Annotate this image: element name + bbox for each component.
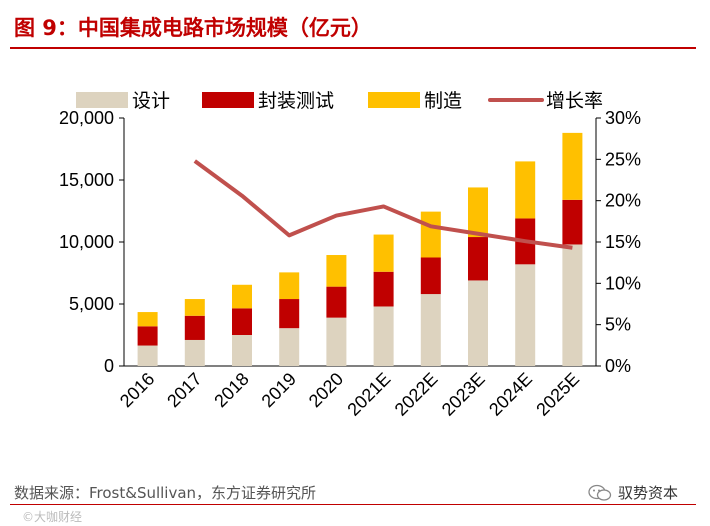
bar-design xyxy=(515,264,536,366)
right-tick-label: 15% xyxy=(605,232,641,252)
legend-swatch-2 xyxy=(368,92,420,108)
right-tick-label: 5% xyxy=(605,315,631,335)
bar-design xyxy=(279,328,300,366)
x-tick-label: 2016 xyxy=(116,369,158,411)
bar-manufacturing xyxy=(468,187,488,238)
x-tick-label: 2025E xyxy=(532,369,583,420)
corner-watermark: ©大咖财经 xyxy=(22,510,83,524)
x-tick-label: 2023E xyxy=(438,369,489,420)
bar-design xyxy=(468,280,488,366)
bar-manufacturing xyxy=(184,299,205,316)
bar-manufacturing xyxy=(232,284,252,309)
x-tick-label: 2018 xyxy=(210,369,252,411)
bar-packaging xyxy=(373,271,394,307)
bar-packaging xyxy=(468,237,488,281)
watermark: 驭势资本 xyxy=(618,484,679,502)
bar-design xyxy=(137,345,158,366)
legend-label-2: 制造 xyxy=(424,90,462,112)
bar-packaging xyxy=(326,286,347,318)
title-divider xyxy=(10,47,696,49)
bar-packaging xyxy=(232,308,252,335)
bar-design xyxy=(326,317,347,366)
legend-swatch-0 xyxy=(76,92,128,108)
bar-manufacturing xyxy=(326,255,347,287)
left-tick-label: 10,000 xyxy=(59,232,114,252)
right-axis: 0% 5% 10% 15% 20% 25% 30% xyxy=(595,108,641,376)
right-tick-label: 0% xyxy=(605,356,631,376)
right-tick-label: 20% xyxy=(605,191,641,211)
x-tick-label: 2024E xyxy=(485,369,536,420)
bar-design xyxy=(184,339,205,366)
legend-label-1: 封装测试 xyxy=(258,90,334,112)
bar-manufacturing xyxy=(373,234,394,272)
x-axis-labels: 2016 2017 2018 2019 20202021E2022E2023E2024E… xyxy=(116,369,583,420)
growth-line xyxy=(193,159,573,250)
x-tick-label: 2022E xyxy=(391,369,442,420)
source-note: 数据来源：Frost&Sullivan，东方证券研究所 xyxy=(14,484,317,502)
legend: 设计 封装测试 制造 增长率 xyxy=(76,90,603,112)
right-tick-label: 25% xyxy=(605,149,641,169)
bar-manufacturing xyxy=(515,161,536,219)
footer-divider xyxy=(10,504,696,505)
x-tick-label: 2020 xyxy=(305,369,347,411)
wechat-icon xyxy=(588,484,612,501)
x-tick-label: 2017 xyxy=(163,369,205,411)
bar-design xyxy=(562,244,583,366)
bar-manufacturing xyxy=(562,132,583,200)
bar-packaging xyxy=(184,315,205,340)
x-tick-label: 2019 xyxy=(258,369,300,411)
left-tick-label: 15,000 xyxy=(59,170,114,190)
left-tick-label: 20,000 xyxy=(59,108,114,128)
bar-manufacturing xyxy=(279,272,300,300)
bar-design xyxy=(232,335,252,366)
legend-label-3: 增长率 xyxy=(546,90,603,112)
bar-packaging xyxy=(562,199,583,245)
legend-swatch-1 xyxy=(202,92,254,108)
right-tick-label: 10% xyxy=(605,273,641,293)
bar-manufacturing xyxy=(420,211,441,258)
bars xyxy=(137,132,583,366)
left-tick-label: 5,000 xyxy=(69,294,114,314)
left-tick-label: 0 xyxy=(104,356,114,376)
chart-title: 图 9：中国集成电路市场规模（亿元） xyxy=(14,16,372,40)
bar-design xyxy=(420,294,441,366)
x-tick-label: 2021E xyxy=(343,369,394,420)
bar-packaging xyxy=(420,257,441,295)
bar-packaging xyxy=(279,299,300,329)
bar-design xyxy=(373,306,394,366)
right-tick-label: 30% xyxy=(605,108,641,128)
bar-packaging xyxy=(137,326,158,346)
legend-label-0: 设计 xyxy=(132,90,170,112)
bar-manufacturing xyxy=(137,312,158,327)
